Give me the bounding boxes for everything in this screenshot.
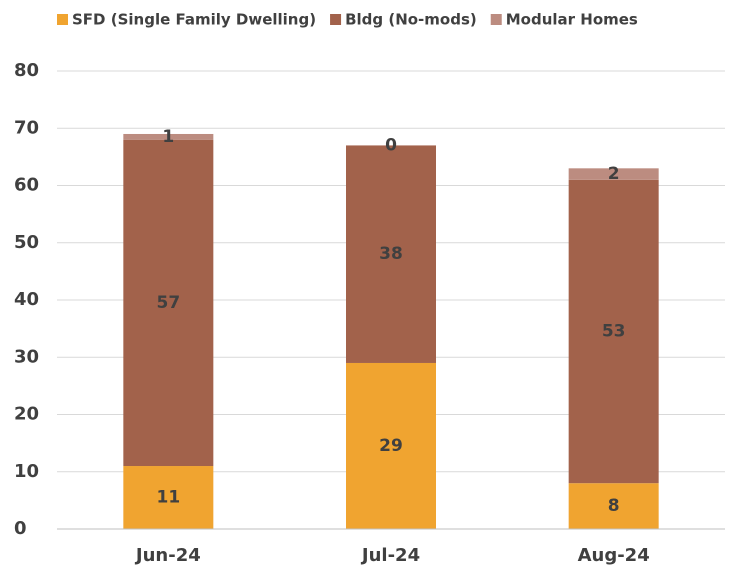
data-label: 29	[379, 436, 403, 456]
legend-label: Modular Homes	[506, 11, 638, 29]
bar-segment	[346, 362, 436, 529]
data-label: 2	[608, 164, 620, 184]
bar-segment	[123, 466, 214, 529]
bar-segment	[123, 133, 214, 140]
y-tick-label: 30	[14, 346, 39, 367]
legend-swatch	[490, 14, 502, 25]
x-tick-label: Jun-24	[134, 545, 201, 566]
data-label: 8	[608, 496, 620, 516]
y-tick-label: 70	[14, 117, 39, 138]
y-tick-label: 0	[14, 518, 27, 539]
legend-swatch	[330, 14, 342, 25]
y-tick-label: 40	[14, 289, 39, 310]
data-label: 1	[162, 127, 174, 147]
y-tick-label: 50	[14, 232, 39, 253]
y-tick-label: 60	[14, 175, 39, 196]
bar-segment	[568, 168, 659, 180]
x-tick-label: Aug-24	[578, 545, 650, 566]
bar-segment	[346, 145, 436, 363]
data-label: 53	[602, 321, 626, 341]
bar-segment	[123, 139, 214, 467]
bar-segment	[568, 483, 659, 529]
data-label: 38	[379, 244, 403, 264]
y-tick-label: 80	[14, 60, 39, 81]
bar-segment	[568, 179, 659, 484]
data-label: 11	[156, 488, 180, 508]
data-label: 57	[156, 293, 180, 313]
y-tick-label: 20	[14, 404, 39, 425]
legend-swatch	[57, 14, 68, 25]
x-tick-label: Jul-24	[360, 545, 420, 566]
legend-label: Bldg (No-mods)	[345, 11, 477, 29]
y-tick-label: 10	[14, 461, 39, 482]
data-label: 0	[385, 135, 397, 155]
legend-label: SFD (Single Family Dwelling)	[72, 11, 316, 29]
